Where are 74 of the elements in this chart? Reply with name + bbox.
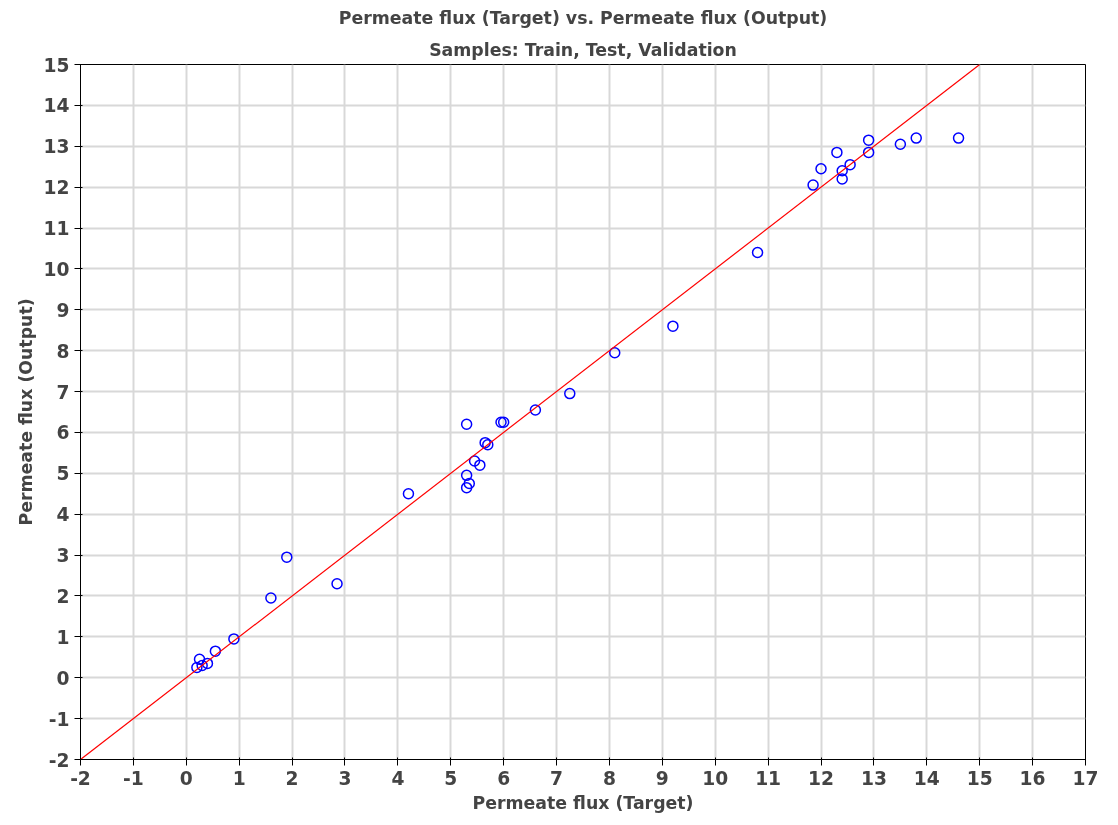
y-axis-title: Permeate flux (Output) <box>15 298 36 526</box>
x-tick-label: 8 <box>602 767 616 789</box>
x-tick-label: 5 <box>444 767 458 789</box>
point <box>228 633 240 645</box>
point <box>281 551 293 563</box>
y-tick-label: 1 <box>56 626 70 648</box>
y-tick-label: 13 <box>43 136 70 158</box>
y-tick-label: 5 <box>56 463 70 485</box>
point <box>862 134 875 146</box>
point <box>564 387 576 400</box>
point <box>836 173 848 185</box>
y-tick-label: -1 <box>48 708 70 730</box>
y-tick-label: 15 <box>43 54 70 76</box>
y-tick-label: 14 <box>43 95 70 117</box>
x-tick-label: 7 <box>550 767 564 789</box>
y-tick-label: 2 <box>56 585 70 607</box>
y-tick-label: 9 <box>56 299 70 321</box>
x-tick-label: 1 <box>232 767 246 789</box>
point <box>807 179 819 191</box>
point <box>468 455 481 467</box>
x-tick-label: 12 <box>808 767 835 789</box>
point <box>460 418 473 430</box>
point <box>667 320 679 332</box>
point <box>910 132 922 144</box>
point <box>894 138 907 150</box>
x-tick-label: 4 <box>391 767 405 789</box>
point <box>529 404 542 416</box>
point <box>463 477 476 490</box>
y-tick-label: 0 <box>56 667 70 689</box>
x-tick-label: 6 <box>497 767 511 789</box>
x-tick-label: -1 <box>123 767 144 789</box>
x-axis-title: Permeate flux (Target) <box>472 792 694 813</box>
point <box>952 132 965 144</box>
point <box>815 163 827 175</box>
x-tick-label: 11 <box>755 767 782 789</box>
point <box>474 459 486 471</box>
chart-title: Permeate flux (Target) vs. Permeate flux (Output) <box>338 7 828 28</box>
y-tick-label: 8 <box>56 340 70 362</box>
y-tick-label: -2 <box>48 749 70 771</box>
y-tick-label: 6 <box>56 422 70 444</box>
point <box>831 146 843 159</box>
point <box>265 592 277 604</box>
point <box>209 645 222 657</box>
x-tick-label: 10 <box>702 767 729 789</box>
point <box>331 577 343 590</box>
x-tick-label: 14 <box>913 767 940 789</box>
point <box>862 146 875 159</box>
y-tick-label: 12 <box>43 177 70 199</box>
point <box>836 165 848 177</box>
point <box>844 158 856 171</box>
x-tick-label: 3 <box>338 767 352 789</box>
point <box>608 346 621 359</box>
x-tick-label: 17 <box>1072 767 1099 789</box>
point <box>402 488 415 500</box>
point <box>191 661 203 674</box>
point <box>460 481 473 494</box>
y-tick-label: 3 <box>56 545 70 567</box>
x-tick-label: -2 <box>70 767 91 789</box>
y-tick-label: 11 <box>43 218 70 240</box>
y-tick-label: 4 <box>56 504 70 526</box>
x-tick-label: 13 <box>860 767 887 789</box>
x-tick-label: 15 <box>966 767 993 789</box>
point <box>460 469 473 482</box>
point <box>196 659 208 672</box>
y-tick-label: 7 <box>56 381 70 403</box>
x-tick-label: 2 <box>285 767 299 789</box>
point <box>193 653 206 666</box>
x-tick-label: 9 <box>655 767 669 789</box>
y-tick-label: 10 <box>43 258 70 280</box>
x-tick-label: 0 <box>179 767 193 789</box>
point <box>751 246 764 259</box>
chart-subtitle: Samples: Train, Test, Validation <box>429 39 737 60</box>
x-tick-label: 16 <box>1019 767 1046 789</box>
point <box>201 657 214 670</box>
